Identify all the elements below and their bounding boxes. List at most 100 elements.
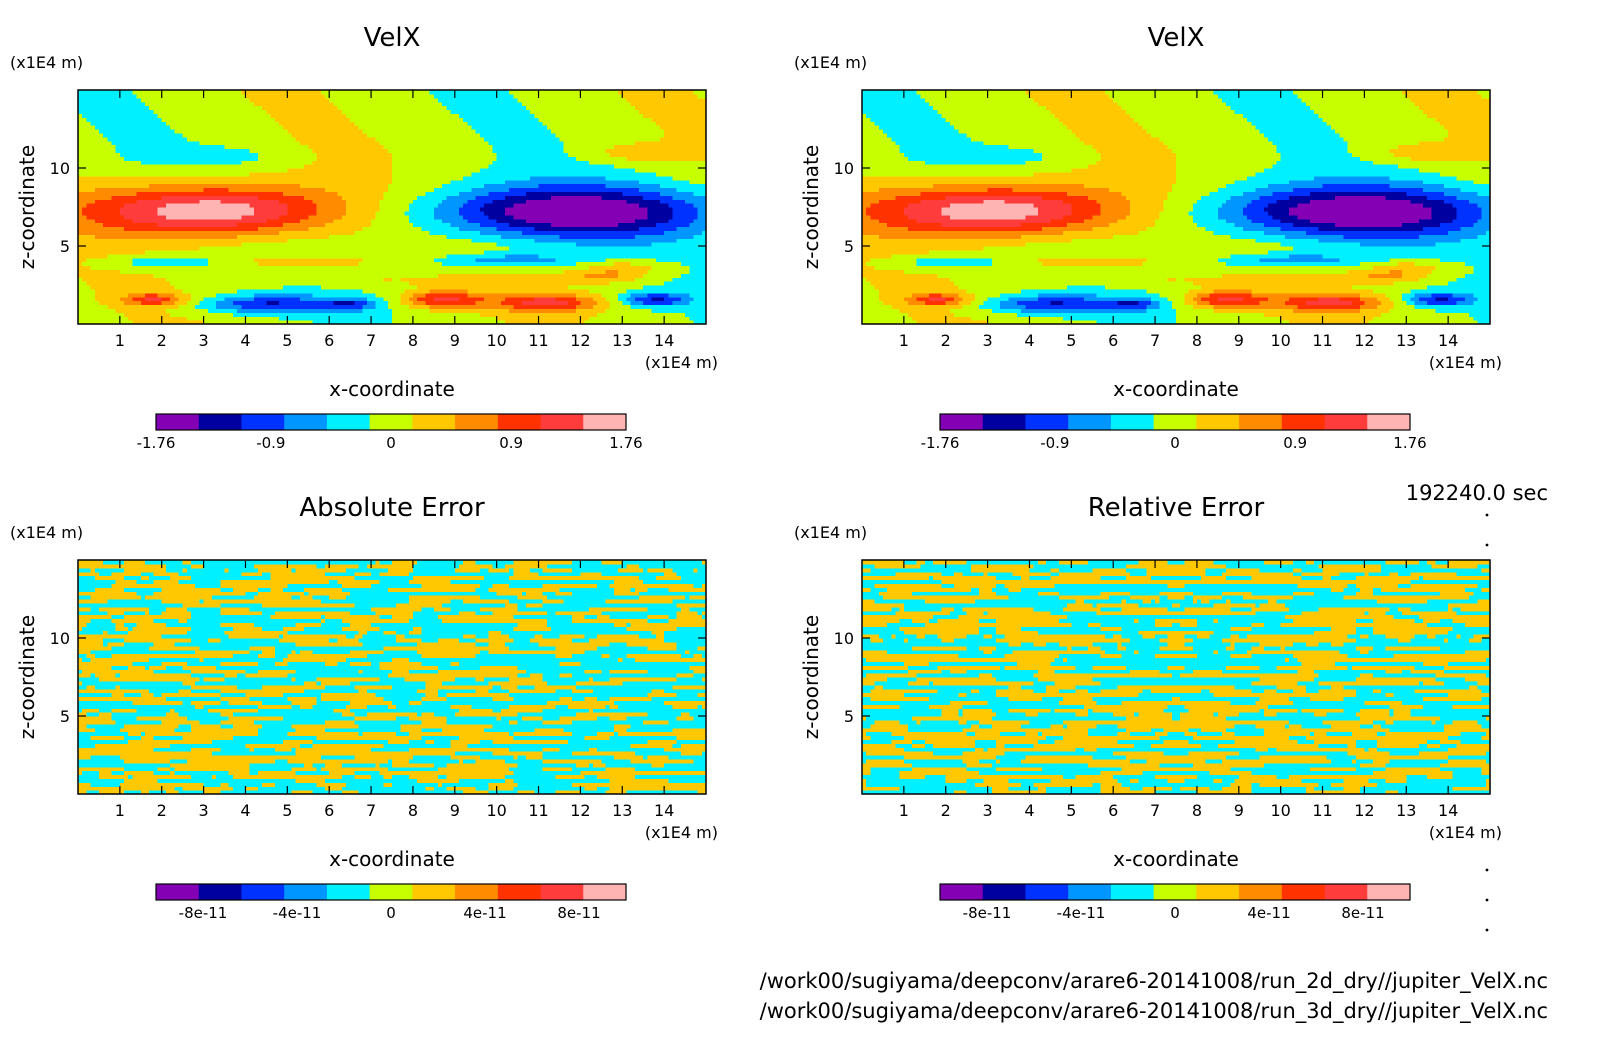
field-cell <box>1410 97 1491 103</box>
field-cell <box>216 292 255 298</box>
field-cell <box>408 281 611 286</box>
field-cell <box>941 210 1039 216</box>
field-cell <box>358 630 368 635</box>
field-cell <box>1062 214 1093 220</box>
field-cell <box>195 704 205 709</box>
field-cell <box>450 661 460 666</box>
colorbar-frame <box>939 883 1411 901</box>
field-cell <box>1217 207 1244 212</box>
field-cell <box>128 630 188 635</box>
field-cell <box>1456 743 1491 748</box>
field-cell <box>949 700 989 705</box>
field-cell <box>1439 171 1491 177</box>
field-cell <box>278 199 314 204</box>
field-cell <box>253 563 318 569</box>
field-cell <box>1305 684 1332 690</box>
field-cell <box>354 571 372 577</box>
field-cell <box>341 214 376 220</box>
field-cell <box>78 790 87 795</box>
field-cell <box>949 214 1026 220</box>
field-cell <box>500 708 544 713</box>
field-cell <box>1423 704 1453 709</box>
field-cell <box>479 567 489 573</box>
field-cell <box>1448 755 1491 760</box>
x-tick-label: 9 <box>1234 331 1244 350</box>
field-cell <box>78 269 121 274</box>
field-cell <box>538 117 653 122</box>
field-cell <box>1368 273 1403 278</box>
field-cell <box>1176 152 1282 157</box>
field-cell <box>983 300 1001 306</box>
field-cell <box>634 774 707 779</box>
field-cell <box>220 696 251 701</box>
field-cell <box>588 265 653 270</box>
field-cell <box>626 156 707 161</box>
field-cell <box>107 136 188 142</box>
field-cell <box>496 152 569 157</box>
field-cell <box>232 653 259 659</box>
field-cell <box>651 762 665 768</box>
field-cell <box>174 770 230 776</box>
field-cell <box>1385 645 1441 651</box>
field-cell <box>1435 719 1453 725</box>
field-cell <box>78 786 175 791</box>
field-cell <box>924 599 976 604</box>
field-cell <box>584 614 598 620</box>
field-cell <box>471 125 548 130</box>
field-cell <box>1351 152 1395 157</box>
field-cell <box>862 606 892 612</box>
field-cell <box>78 778 125 783</box>
field-cell <box>1456 277 1491 282</box>
field-cell <box>1230 253 1290 259</box>
field-cell <box>1360 762 1386 768</box>
field-cell <box>979 719 1031 725</box>
field-cell <box>1385 719 1395 725</box>
field-cell <box>479 222 510 228</box>
field-cell <box>1109 187 1173 192</box>
field-cell <box>1100 622 1156 627</box>
field-cell <box>1121 606 1169 612</box>
field-cell <box>316 766 322 772</box>
field-cell <box>1443 638 1449 643</box>
field-cell <box>220 583 288 588</box>
field-cell <box>912 743 926 748</box>
field-cell <box>928 704 964 709</box>
field-cell <box>362 288 406 294</box>
field-cell <box>1096 320 1177 325</box>
field-cell <box>1213 712 1219 717</box>
field-cell <box>170 312 234 317</box>
field-cell <box>287 758 389 764</box>
field-cell <box>941 669 951 674</box>
field-cell <box>1021 641 1035 647</box>
field-cell <box>207 308 238 313</box>
field-cell <box>605 269 619 274</box>
field-cell <box>862 587 871 592</box>
field-cell <box>366 300 376 306</box>
field-cell <box>862 669 909 674</box>
field-cell <box>958 292 976 298</box>
field-cell <box>1343 641 1491 647</box>
field-cell <box>1050 610 1098 616</box>
field-cell <box>119 152 259 157</box>
field-cell <box>555 132 665 138</box>
field-cell <box>111 665 129 670</box>
field-cell <box>962 758 980 764</box>
field-cell <box>78 261 83 267</box>
field-cell <box>1435 308 1491 313</box>
field-cell <box>1263 708 1299 713</box>
colorbar-swatch <box>540 414 584 430</box>
field-cell <box>1205 567 1227 573</box>
field-cell <box>647 606 682 612</box>
field-cell <box>270 614 322 620</box>
field-cell <box>103 560 125 565</box>
field-cell <box>1125 727 1152 733</box>
field-cell <box>1402 269 1432 274</box>
field-cell <box>1318 680 1420 686</box>
field-cell <box>975 743 997 748</box>
field-cell <box>438 692 448 698</box>
field-cell <box>966 645 980 651</box>
field-cell <box>680 606 690 612</box>
field-cell <box>1297 669 1315 674</box>
field-cell <box>216 774 234 779</box>
field-cell <box>874 680 909 686</box>
